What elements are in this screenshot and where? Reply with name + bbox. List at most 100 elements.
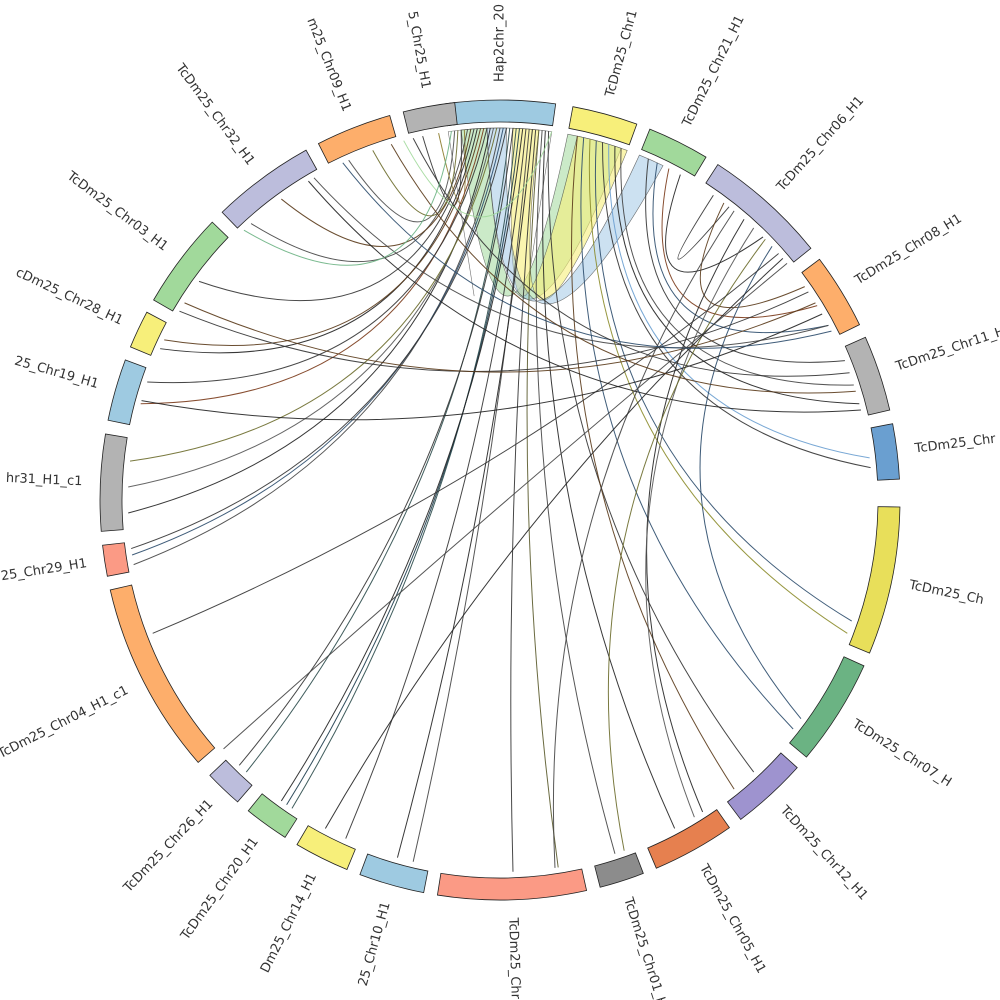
segment-label: TcDm25_Chr11_H1 xyxy=(893,321,1000,374)
chromosome-segment xyxy=(317,115,397,164)
synteny-link xyxy=(542,130,676,829)
segment-label: TcDm25_Chr32_H1 xyxy=(172,60,257,168)
synteny-link xyxy=(412,138,850,377)
chromosome-segment xyxy=(594,852,644,888)
chromosome-segment xyxy=(102,542,130,577)
synteny-link xyxy=(141,313,823,421)
segment-label: TcDm25_Chr07_H xyxy=(849,716,954,790)
synteny-link xyxy=(131,127,504,556)
segment-label: 5_Chr25_H1 xyxy=(404,10,433,90)
synteny-link xyxy=(620,148,854,386)
synteny-link xyxy=(547,131,755,773)
link-layer xyxy=(128,127,871,872)
chromosome-segment xyxy=(221,149,318,229)
chromosome-segment xyxy=(359,853,429,894)
chromosome-segment xyxy=(788,656,865,758)
synteny-link xyxy=(699,246,802,719)
synteny-link xyxy=(614,146,860,405)
synteny-link xyxy=(198,128,475,302)
synteny-link xyxy=(160,128,478,354)
synteny-link xyxy=(552,210,735,868)
synteny-link xyxy=(607,238,766,851)
chromosome-segment xyxy=(402,102,458,134)
synteny-link xyxy=(133,127,501,566)
chromosome-segment xyxy=(647,809,730,869)
chromosome-segment xyxy=(209,759,253,803)
synteny-link xyxy=(422,130,462,207)
synteny-link xyxy=(243,131,452,266)
link-bundle-layer xyxy=(447,127,664,305)
chromosome-segment xyxy=(726,752,798,821)
chromosome-segment xyxy=(705,163,812,263)
synteny-link xyxy=(223,262,788,750)
chromosome-segment xyxy=(436,868,588,901)
segment-label: TcDm25_Chr06_H1 xyxy=(773,93,867,195)
synteny-link xyxy=(665,174,764,273)
synteny-link xyxy=(526,129,559,868)
synteny-link xyxy=(588,139,848,634)
segment-label: TcDm25_Chr12_H1 xyxy=(776,802,870,903)
synteny-link xyxy=(510,129,537,872)
synteny-link xyxy=(645,227,755,818)
segment-label: TcDm25_Chr01_H1 xyxy=(620,895,672,1000)
synteny-link xyxy=(535,130,616,854)
chromosome-segment xyxy=(443,99,557,127)
synteny-link xyxy=(179,291,809,372)
synteny-link xyxy=(646,218,745,813)
segment-label: TcDm25_Chr04_H1_c1 xyxy=(0,683,131,762)
chromosome-segment xyxy=(641,128,707,177)
synteny-link xyxy=(164,128,482,347)
chromosome-segment xyxy=(107,359,147,426)
synteny-link xyxy=(652,162,829,334)
synteny-link xyxy=(372,130,459,217)
segment-label: Dm25_Chr14_H1 xyxy=(258,871,320,976)
segment-label: TcDm25_Chr26_H1 xyxy=(120,797,216,896)
chromosome-segment xyxy=(844,336,891,416)
segment-label: TcDm25_Chr03_H1 xyxy=(63,168,171,254)
synteny-link xyxy=(677,195,730,260)
synteny-link xyxy=(580,137,794,730)
chromosome-segment xyxy=(109,584,216,763)
synteny-link xyxy=(390,144,856,394)
segment-label: cDm25_Chr28_H1 xyxy=(13,265,125,328)
synteny-link xyxy=(280,128,524,802)
synteny-link xyxy=(308,180,861,413)
segment-label: 25_Chr10_H1 xyxy=(356,900,394,988)
synteny-link xyxy=(345,128,527,839)
segment-label: TcDm25_Chr20_H1 xyxy=(178,835,262,944)
synteny-link xyxy=(342,162,832,349)
synteny-link xyxy=(661,168,818,319)
segment-label: TcDm25_Chr1 xyxy=(602,8,640,99)
synteny-link xyxy=(291,128,517,809)
synteny-link xyxy=(286,128,520,805)
synteny-link xyxy=(571,136,735,790)
synteny-link xyxy=(403,131,553,218)
synteny-link xyxy=(396,129,533,858)
segment-label: Hap2chr_20 xyxy=(493,4,508,82)
chromosome-segment xyxy=(568,106,638,146)
chromosome-segment xyxy=(801,258,861,335)
synteny-link xyxy=(412,129,530,862)
synteny-link xyxy=(147,128,488,384)
chromosome-segment xyxy=(99,433,128,532)
synteny-link xyxy=(245,128,511,773)
synteny-link xyxy=(324,258,784,829)
synteny-link xyxy=(608,144,870,459)
synteny-link xyxy=(602,142,871,469)
segment-label: TcDm25_Chr xyxy=(913,432,997,457)
synteny-link xyxy=(140,128,485,405)
synteny-link xyxy=(699,202,805,309)
synteny-link xyxy=(129,127,498,462)
synteny-link xyxy=(131,127,507,550)
segment-label: TcDm25_Chr xyxy=(505,917,523,1000)
synteny-link xyxy=(594,140,852,622)
segment-layer xyxy=(99,99,901,901)
chromosome-segment xyxy=(296,825,356,871)
chromosome-segment xyxy=(153,221,229,312)
chromosome-segment xyxy=(129,311,167,356)
segment-label: hr31_H1_c1 xyxy=(6,471,83,489)
chromosome-segment xyxy=(848,506,901,654)
segment-label: TcDm25_Ch xyxy=(907,578,985,608)
synteny-link xyxy=(645,158,845,363)
